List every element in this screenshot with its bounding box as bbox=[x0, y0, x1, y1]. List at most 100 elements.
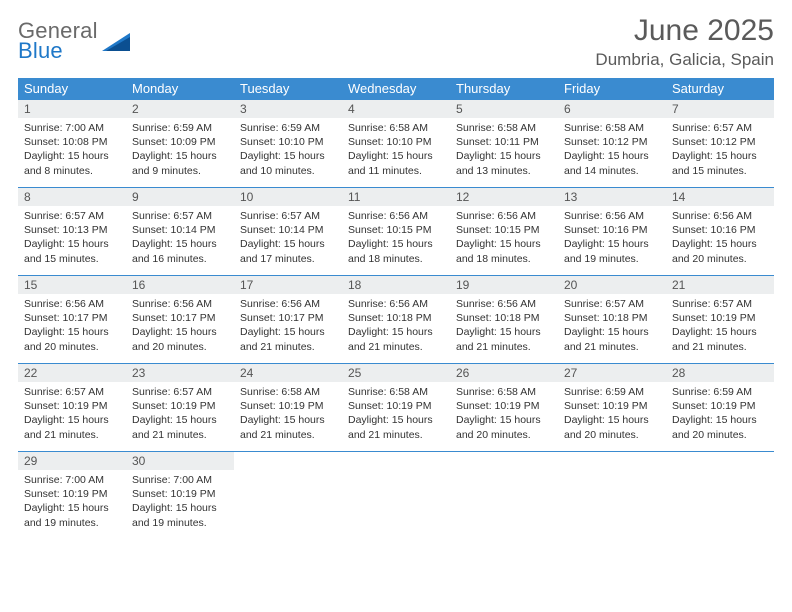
day-body: Sunrise: 6:59 AMSunset: 10:19 PMDaylight… bbox=[558, 382, 666, 447]
day-cell: 1Sunrise: 7:00 AMSunset: 10:08 PMDayligh… bbox=[18, 100, 126, 188]
day-number: 30 bbox=[126, 452, 234, 470]
title-location: Dumbria, Galicia, Spain bbox=[595, 50, 774, 70]
day-cell: 10Sunrise: 6:57 AMSunset: 10:14 PMDaylig… bbox=[234, 188, 342, 276]
day-body: Sunrise: 6:59 AMSunset: 10:19 PMDaylight… bbox=[666, 382, 774, 447]
dayname: Monday bbox=[126, 78, 234, 100]
logo-triangle-icon bbox=[102, 33, 130, 53]
day-cell: 21Sunrise: 6:57 AMSunset: 10:19 PMDaylig… bbox=[666, 276, 774, 364]
day-body: Sunrise: 6:58 AMSunset: 10:19 PMDaylight… bbox=[342, 382, 450, 447]
day-cell: 5Sunrise: 6:58 AMSunset: 10:11 PMDayligh… bbox=[450, 100, 558, 188]
day-cell: 8Sunrise: 6:57 AMSunset: 10:13 PMDayligh… bbox=[18, 188, 126, 276]
day-cell: 3Sunrise: 6:59 AMSunset: 10:10 PMDayligh… bbox=[234, 100, 342, 188]
day-body: Sunrise: 6:56 AMSunset: 10:16 PMDaylight… bbox=[558, 206, 666, 271]
day-body: Sunrise: 7:00 AMSunset: 10:19 PMDaylight… bbox=[126, 470, 234, 535]
day-body: Sunrise: 6:58 AMSunset: 10:19 PMDaylight… bbox=[234, 382, 342, 447]
day-cell: 26Sunrise: 6:58 AMSunset: 10:19 PMDaylig… bbox=[450, 364, 558, 452]
dayname: Tuesday bbox=[234, 78, 342, 100]
day-number: 23 bbox=[126, 364, 234, 382]
day-number: 6 bbox=[558, 100, 666, 118]
page-header: General Blue June 2025 Dumbria, Galicia,… bbox=[18, 14, 774, 70]
day-body: Sunrise: 6:57 AMSunset: 10:19 PMDaylight… bbox=[126, 382, 234, 447]
day-cell: 7Sunrise: 6:57 AMSunset: 10:12 PMDayligh… bbox=[666, 100, 774, 188]
day-cell: 24Sunrise: 6:58 AMSunset: 10:19 PMDaylig… bbox=[234, 364, 342, 452]
day-number: 1 bbox=[18, 100, 126, 118]
day-number: 13 bbox=[558, 188, 666, 206]
day-cell: .. bbox=[558, 452, 666, 540]
day-number: 4 bbox=[342, 100, 450, 118]
day-body: Sunrise: 6:56 AMSunset: 10:17 PMDaylight… bbox=[234, 294, 342, 359]
day-cell: 16Sunrise: 6:56 AMSunset: 10:17 PMDaylig… bbox=[126, 276, 234, 364]
day-cell: 20Sunrise: 6:57 AMSunset: 10:18 PMDaylig… bbox=[558, 276, 666, 364]
day-cell: 9Sunrise: 6:57 AMSunset: 10:14 PMDayligh… bbox=[126, 188, 234, 276]
day-number: 25 bbox=[342, 364, 450, 382]
day-cell: 18Sunrise: 6:56 AMSunset: 10:18 PMDaylig… bbox=[342, 276, 450, 364]
day-number: 28 bbox=[666, 364, 774, 382]
logo-text: General Blue bbox=[18, 20, 98, 62]
day-cell: .. bbox=[342, 452, 450, 540]
day-number: 8 bbox=[18, 188, 126, 206]
day-cell: 19Sunrise: 6:56 AMSunset: 10:18 PMDaylig… bbox=[450, 276, 558, 364]
day-number: 22 bbox=[18, 364, 126, 382]
week-row: 22Sunrise: 6:57 AMSunset: 10:19 PMDaylig… bbox=[18, 364, 774, 452]
day-cell: .. bbox=[450, 452, 558, 540]
dayname: Sunday bbox=[18, 78, 126, 100]
day-body: Sunrise: 6:58 AMSunset: 10:12 PMDaylight… bbox=[558, 118, 666, 183]
day-body: Sunrise: 6:56 AMSunset: 10:18 PMDaylight… bbox=[342, 294, 450, 359]
day-body: Sunrise: 7:00 AMSunset: 10:08 PMDaylight… bbox=[18, 118, 126, 183]
day-body: Sunrise: 6:56 AMSunset: 10:15 PMDaylight… bbox=[342, 206, 450, 271]
day-cell: .. bbox=[234, 452, 342, 540]
day-cell: 27Sunrise: 6:59 AMSunset: 10:19 PMDaylig… bbox=[558, 364, 666, 452]
dayname: Thursday bbox=[450, 78, 558, 100]
day-cell: 4Sunrise: 6:58 AMSunset: 10:10 PMDayligh… bbox=[342, 100, 450, 188]
day-body: Sunrise: 6:59 AMSunset: 10:10 PMDaylight… bbox=[234, 118, 342, 183]
day-number: 26 bbox=[450, 364, 558, 382]
day-cell: 22Sunrise: 6:57 AMSunset: 10:19 PMDaylig… bbox=[18, 364, 126, 452]
day-body: Sunrise: 6:56 AMSunset: 10:16 PMDaylight… bbox=[666, 206, 774, 271]
day-cell: 6Sunrise: 6:58 AMSunset: 10:12 PMDayligh… bbox=[558, 100, 666, 188]
day-number: 17 bbox=[234, 276, 342, 294]
calendar-table: Sunday Monday Tuesday Wednesday Thursday… bbox=[18, 78, 774, 540]
calendar-page: General Blue June 2025 Dumbria, Galicia,… bbox=[0, 0, 792, 554]
day-body: Sunrise: 7:00 AMSunset: 10:19 PMDaylight… bbox=[18, 470, 126, 535]
day-number: 27 bbox=[558, 364, 666, 382]
week-row: 15Sunrise: 6:56 AMSunset: 10:17 PMDaylig… bbox=[18, 276, 774, 364]
day-number: 20 bbox=[558, 276, 666, 294]
day-number: 14 bbox=[666, 188, 774, 206]
day-number: 3 bbox=[234, 100, 342, 118]
day-cell: 25Sunrise: 6:58 AMSunset: 10:19 PMDaylig… bbox=[342, 364, 450, 452]
day-body: Sunrise: 6:58 AMSunset: 10:11 PMDaylight… bbox=[450, 118, 558, 183]
day-number: 2 bbox=[126, 100, 234, 118]
day-cell: 30Sunrise: 7:00 AMSunset: 10:19 PMDaylig… bbox=[126, 452, 234, 540]
day-cell: 23Sunrise: 6:57 AMSunset: 10:19 PMDaylig… bbox=[126, 364, 234, 452]
day-cell: 14Sunrise: 6:56 AMSunset: 10:16 PMDaylig… bbox=[666, 188, 774, 276]
dayname: Wednesday bbox=[342, 78, 450, 100]
day-cell: .. bbox=[666, 452, 774, 540]
day-body: Sunrise: 6:57 AMSunset: 10:14 PMDaylight… bbox=[234, 206, 342, 271]
day-cell: 28Sunrise: 6:59 AMSunset: 10:19 PMDaylig… bbox=[666, 364, 774, 452]
day-cell: 2Sunrise: 6:59 AMSunset: 10:09 PMDayligh… bbox=[126, 100, 234, 188]
day-cell: 15Sunrise: 6:56 AMSunset: 10:17 PMDaylig… bbox=[18, 276, 126, 364]
day-body: Sunrise: 6:56 AMSunset: 10:17 PMDaylight… bbox=[18, 294, 126, 359]
day-number: 15 bbox=[18, 276, 126, 294]
day-body: Sunrise: 6:57 AMSunset: 10:19 PMDaylight… bbox=[18, 382, 126, 447]
day-number: 24 bbox=[234, 364, 342, 382]
calendar-body: 1Sunrise: 7:00 AMSunset: 10:08 PMDayligh… bbox=[18, 100, 774, 540]
day-body: Sunrise: 6:56 AMSunset: 10:17 PMDaylight… bbox=[126, 294, 234, 359]
day-body: Sunrise: 6:57 AMSunset: 10:19 PMDaylight… bbox=[666, 294, 774, 359]
day-body: Sunrise: 6:58 AMSunset: 10:10 PMDaylight… bbox=[342, 118, 450, 183]
day-number: 11 bbox=[342, 188, 450, 206]
day-number: 12 bbox=[450, 188, 558, 206]
title-month: June 2025 bbox=[595, 14, 774, 48]
dayname: Friday bbox=[558, 78, 666, 100]
day-cell: 13Sunrise: 6:56 AMSunset: 10:16 PMDaylig… bbox=[558, 188, 666, 276]
day-number: 19 bbox=[450, 276, 558, 294]
week-row: 8Sunrise: 6:57 AMSunset: 10:13 PMDayligh… bbox=[18, 188, 774, 276]
day-cell: 17Sunrise: 6:56 AMSunset: 10:17 PMDaylig… bbox=[234, 276, 342, 364]
logo: General Blue bbox=[18, 20, 130, 62]
day-number: 5 bbox=[450, 100, 558, 118]
day-number: 21 bbox=[666, 276, 774, 294]
day-number: 29 bbox=[18, 452, 126, 470]
day-body: Sunrise: 6:57 AMSunset: 10:18 PMDaylight… bbox=[558, 294, 666, 359]
day-cell: 11Sunrise: 6:56 AMSunset: 10:15 PMDaylig… bbox=[342, 188, 450, 276]
logo-line2: Blue bbox=[18, 40, 98, 62]
